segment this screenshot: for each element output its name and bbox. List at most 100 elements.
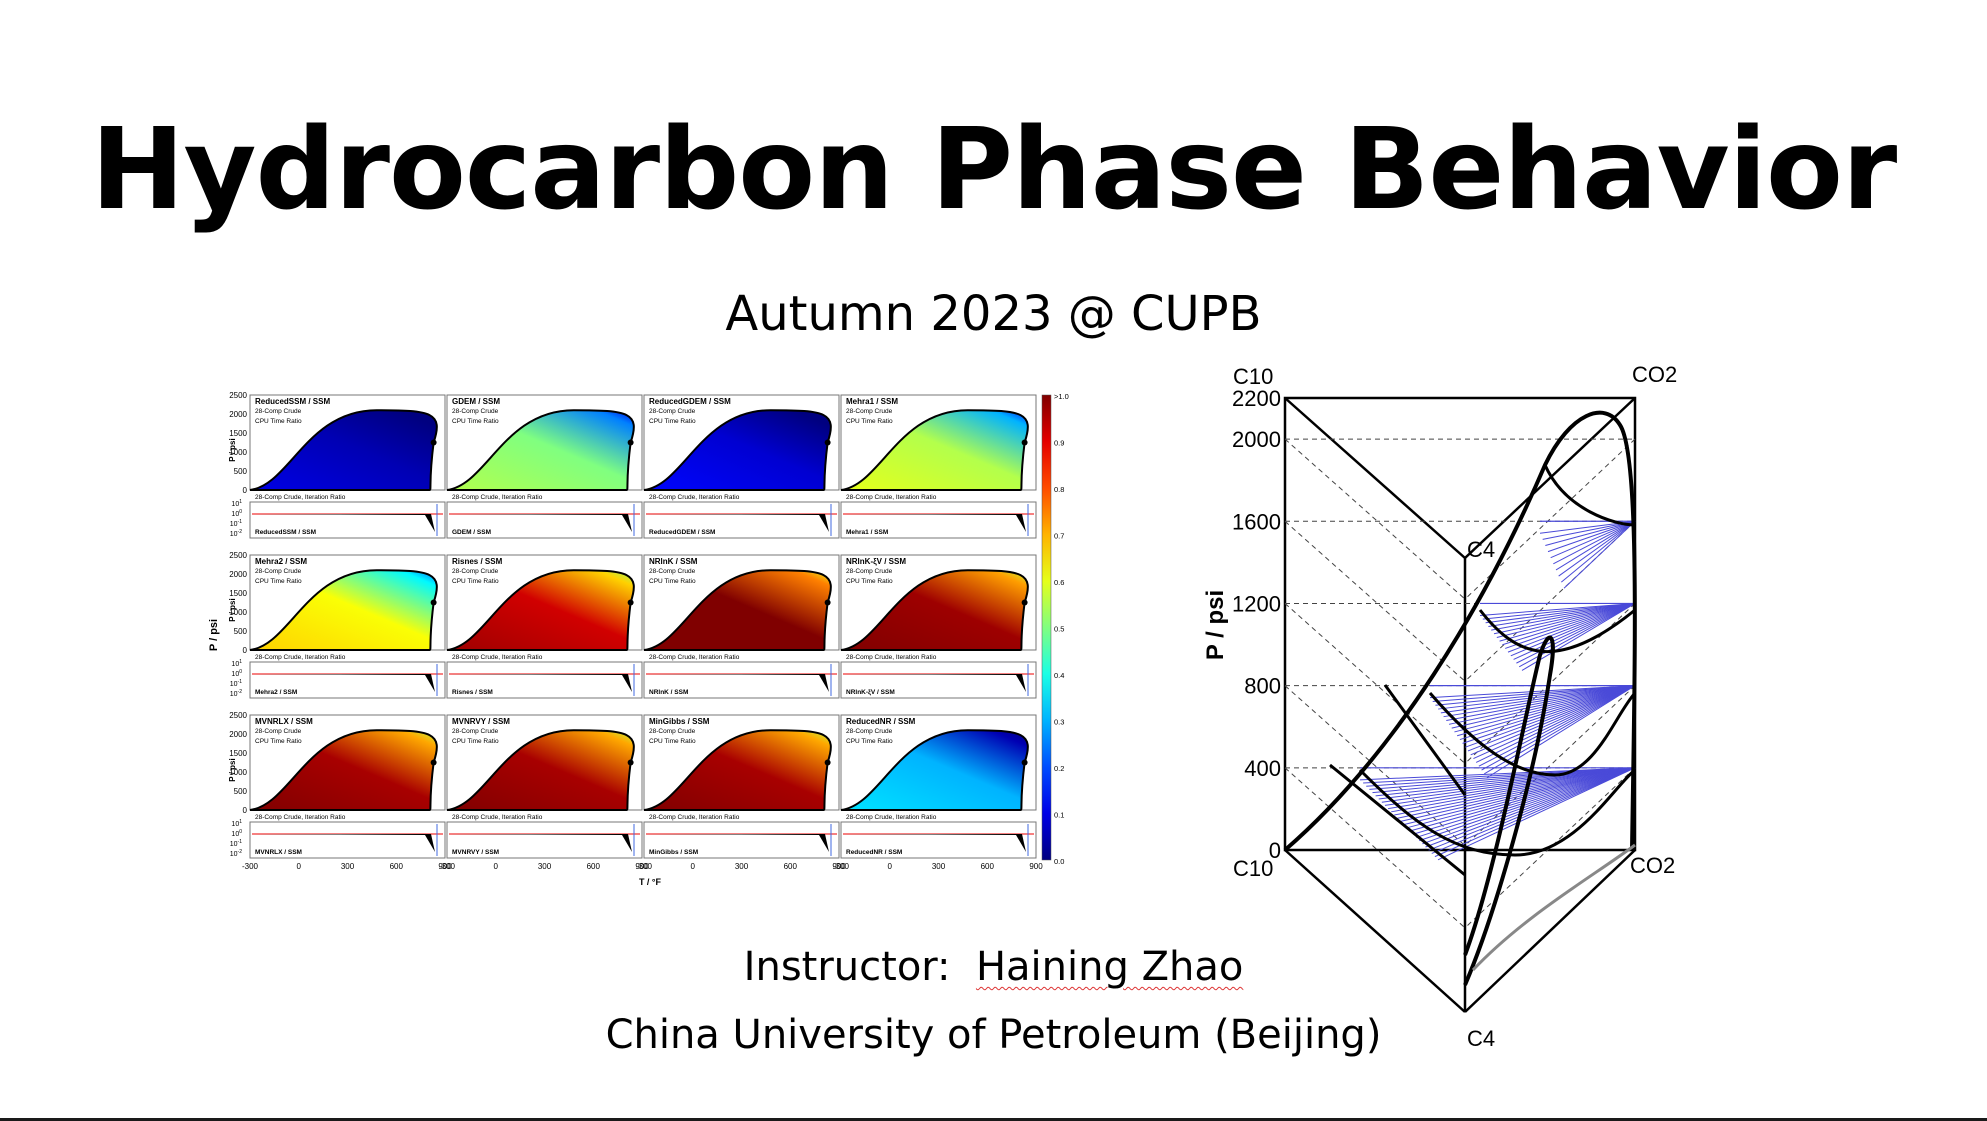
x-tick-label: -300 — [636, 862, 653, 871]
panel-title: NRlnK / SSM — [649, 557, 698, 566]
prism-edge-top-left — [1284, 397, 1466, 559]
colorbar — [1041, 394, 1052, 861]
tie-line — [1369, 767, 1636, 790]
panel-title: MinGibbs / SSM — [649, 717, 710, 726]
x-tick-label: 0 — [888, 862, 893, 871]
colorbar-tick-label: >1.0 — [1054, 392, 1069, 401]
strip-tick-exponent: 0 — [239, 829, 242, 835]
x-tick-label: -300 — [242, 862, 259, 871]
tie-line — [1391, 767, 1636, 813]
tie-line — [1561, 520, 1636, 583]
y-tick-label: 2500 — [229, 391, 247, 400]
heatmap-panel: NRlnK-ξV / SSM 28-Comp Crude CPU Time Rati… — [840, 554, 1037, 699]
panel-metric: CPU Time Ratio — [649, 578, 696, 585]
university-name: China University of Petroleum (Beijing) — [605, 1012, 1382, 1058]
strip-label: ReducedNR / SSM — [846, 849, 902, 856]
strip-label: Mehra2 / SSM — [255, 689, 297, 696]
panel-subtitle: 28-Comp Crude — [255, 728, 302, 735]
phase-envelope — [840, 409, 1029, 491]
tie-line — [1479, 602, 1636, 616]
pressure-tick-label: 0 — [1269, 838, 1281, 863]
pressure-tick-label: 2200 — [1232, 386, 1281, 411]
panel-metric: CPU Time Ratio — [846, 418, 893, 425]
critical-point — [824, 439, 831, 446]
colorbar-tick-label: 0.3 — [1054, 718, 1064, 727]
critical-point — [430, 759, 437, 766]
strip-tick-label: 101 — [231, 819, 242, 828]
tie-line — [1438, 685, 1636, 710]
tie-line — [1462, 685, 1636, 744]
panel-y-label: P / psi — [228, 758, 237, 781]
slide-subtitle: Autumn 2023 @ CUPB — [725, 286, 1262, 342]
heatmap-panel: GDEM / SSM 28-Comp Crude CPU Time Ratio 28-… — [446, 394, 643, 539]
panel-title: MVNRLX / SSM — [255, 717, 313, 726]
y-tick-label: 2000 — [229, 570, 247, 579]
tie-line — [1484, 685, 1636, 775]
strip-title: 28-Comp Crude, Iteration Ratio — [255, 494, 346, 501]
phase-envelope — [840, 729, 1029, 811]
phase-envelope — [249, 569, 438, 651]
strip-label: Mehra1 / SSM — [846, 529, 888, 536]
envelope-cross-400 — [1329, 763, 1466, 877]
iteration-strip-frame — [446, 661, 643, 699]
c4-co2-envelope — [1463, 635, 1555, 986]
panel-subtitle: 28-Comp Crude — [846, 408, 893, 415]
tie-line — [1363, 767, 1636, 784]
panel-metric: CPU Time Ratio — [452, 418, 499, 425]
tie-line — [1434, 767, 1636, 858]
bubble-point-curve — [1283, 410, 1637, 852]
envelope-1600 — [1543, 464, 1636, 527]
panel-title: NRlnK-ξV / SSM — [846, 557, 906, 566]
strip-title: 28-Comp Crude, Iteration Ratio — [452, 494, 543, 501]
critical-point — [1021, 599, 1028, 606]
x-tick-label: 300 — [341, 862, 355, 871]
strip-tick-exponent: -1 — [238, 679, 243, 685]
tie-line — [1378, 767, 1636, 800]
tie-line — [1406, 767, 1636, 829]
pressure-tick-label: 400 — [1244, 756, 1281, 781]
strip-tick-label: 10-1 — [230, 679, 242, 688]
tie-line — [1507, 602, 1636, 653]
heatmap-panel: NRlnK / SSM 28-Comp Crude CPU Time Ratio 28… — [643, 554, 840, 699]
y-tick-label: 500 — [234, 467, 248, 476]
iteration-strip-frame — [643, 661, 840, 699]
y-tick-label: 2000 — [229, 730, 247, 739]
colorbar-tick-label: 0.7 — [1054, 532, 1064, 541]
iteration-strip-frame — [643, 501, 840, 539]
heatmap-panel: MinGibbs / SSM 28-Comp Crude CPU Time Rati… — [636, 714, 846, 871]
strip-tick-exponent: -2 — [238, 689, 243, 695]
panel-title: Mehra1 / SSM — [846, 397, 898, 406]
x-axis-label: T / °F — [639, 877, 662, 887]
tie-line — [1375, 767, 1636, 797]
strip-label: MinGibbs / SSM — [649, 849, 698, 856]
strip-tick-label: 101 — [231, 499, 242, 508]
x-tick-label: -300 — [439, 862, 456, 871]
ternary-prism-figure: 2200 2000 1600 1200 800 400 0 P / psi C10 CO2 C4 C1… — [1202, 362, 1677, 1051]
strip-title: 28-Comp Crude, Iteration Ratio — [846, 494, 937, 501]
tie-line — [1428, 767, 1636, 851]
phase-envelope — [643, 729, 832, 811]
tie-line — [1505, 602, 1636, 649]
strip-tick-exponent: 0 — [239, 669, 242, 675]
critical-point — [430, 439, 437, 446]
panel-metric: CPU Time Ratio — [255, 418, 302, 425]
strip-title: 28-Comp Crude, Iteration Ratio — [452, 814, 543, 821]
tie-line — [1425, 767, 1636, 848]
prism-edge-bottom-right — [1464, 849, 1636, 1013]
tie-line — [1496, 602, 1636, 638]
y-tick-label: 500 — [234, 787, 248, 796]
strip-title: 28-Comp Crude, Iteration Ratio — [649, 494, 740, 501]
phase-envelope — [446, 569, 635, 651]
tie-line — [1499, 602, 1636, 642]
strip-tick-exponent: -2 — [238, 849, 243, 855]
pressure-level-right — [1464, 685, 1636, 847]
pressure-tick-label: 2000 — [1232, 427, 1281, 452]
tie-line — [1432, 685, 1636, 702]
iteration-strip-frame — [446, 501, 643, 539]
y-tick-label: 1000 — [229, 608, 247, 617]
instructor-line: Instructor: Haining Zhao — [0, 944, 1987, 990]
y-tick-label: 0 — [243, 646, 248, 655]
y-tick-label: 1000 — [229, 448, 247, 457]
panel-subtitle: 28-Comp Crude — [649, 728, 696, 735]
